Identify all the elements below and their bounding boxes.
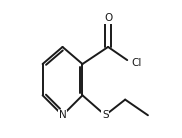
Text: S: S [102,110,108,120]
Text: O: O [104,14,112,23]
Text: Cl: Cl [132,58,142,68]
Text: N: N [59,110,66,120]
